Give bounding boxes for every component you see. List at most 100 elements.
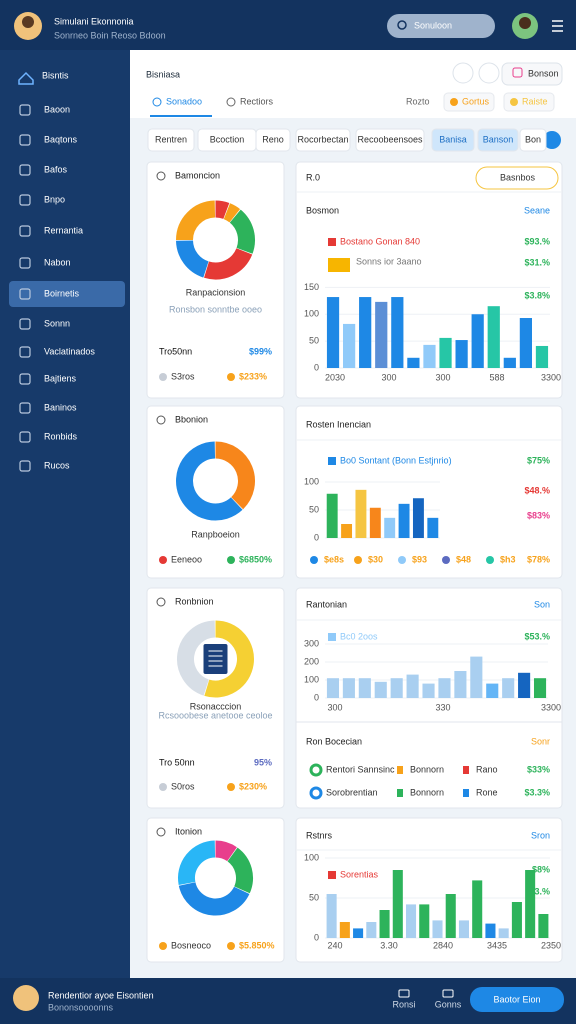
tool-item[interactable]: Rozto [406, 96, 430, 106]
search-box[interactable] [387, 14, 495, 38]
search-text[interactable]: Sonuloon [414, 20, 452, 30]
y-tick-label: 50 [309, 892, 319, 902]
side-value: $83% [527, 510, 550, 520]
chip-text[interactable]: Reno [262, 134, 284, 144]
x-tick-label: 3300 [541, 372, 561, 382]
nav-item[interactable]: Sonnn [44, 318, 70, 328]
chip-text[interactable]: Banisa [439, 134, 467, 144]
footer-action[interactable]: Ronsi [392, 999, 415, 1009]
chart-link[interactable]: Sron [531, 830, 550, 840]
footer-button[interactable] [470, 987, 564, 1012]
main-header [130, 50, 576, 118]
bar [366, 922, 377, 938]
donut-segment [223, 203, 241, 223]
legend-item: Sonns ior 3aano [356, 256, 422, 266]
nav-icon [19, 134, 31, 146]
bar [369, 507, 381, 538]
tab[interactable]: Rectiors [240, 96, 274, 106]
side-value: $93.% [524, 236, 550, 246]
app-title: Simulani Ekonnonia [54, 16, 134, 26]
bar [458, 920, 469, 938]
chip-text[interactable]: Bcoction [210, 134, 245, 144]
bar [533, 678, 547, 698]
bar [343, 323, 356, 368]
nav-item[interactable]: Baqtons [44, 134, 78, 144]
card-icon [156, 415, 166, 425]
nav-item[interactable]: Vaclatinados [44, 346, 95, 356]
section-link[interactable]: Sonr [531, 736, 550, 746]
row-percent: $3.3% [524, 787, 550, 797]
nav-item[interactable]: Baninos [44, 402, 77, 412]
nav-item[interactable]: Nabon [44, 257, 71, 267]
nav-icon [19, 194, 31, 206]
add-button[interactable] [543, 131, 561, 149]
bar [472, 880, 483, 938]
nav-icon [19, 318, 31, 330]
dropdown-text[interactable]: Basnbos [500, 172, 536, 182]
row-dot [309, 763, 323, 777]
bar [423, 344, 436, 368]
nav-item[interactable]: Ronbids [44, 431, 78, 441]
icon-button[interactable] [478, 62, 500, 84]
bar [503, 357, 516, 368]
header-button-text[interactable]: Bonson [528, 68, 559, 78]
card [146, 817, 285, 963]
filter-chip[interactable] [431, 128, 475, 152]
filter-chip[interactable] [255, 128, 291, 152]
donut-note: Rcsooobese anetooe ceoloe [158, 710, 272, 720]
bar [326, 894, 337, 938]
chip-text[interactable]: Recoobeensoes [357, 134, 423, 144]
footer-title: Rendentior ayoe Eisontien [48, 990, 154, 1000]
y-tick-label: 0 [314, 692, 319, 702]
bar [390, 678, 403, 698]
menu-icon[interactable] [552, 20, 563, 32]
bottom-value: $30 [368, 554, 383, 564]
chip-text[interactable]: Bon [525, 134, 541, 144]
nav-item[interactable]: Rernantia [44, 225, 83, 235]
tool-item[interactable]: Raiste [522, 96, 548, 106]
bar [358, 678, 371, 698]
bar [341, 524, 353, 538]
footer-action[interactable]: Gonns [435, 999, 462, 1009]
bar [406, 674, 419, 698]
row-percent: $33% [527, 764, 550, 774]
dropdown[interactable] [475, 166, 559, 190]
nav-item[interactable]: Rucos [44, 460, 70, 470]
donut-segment [229, 209, 255, 254]
button-icon [512, 67, 523, 78]
bottom-icon [310, 556, 318, 564]
nav-item[interactable]: Bajtiens [44, 373, 77, 383]
chart-title: Rantonian [306, 599, 347, 609]
side-value: $3.% [529, 886, 550, 896]
card-icon [156, 171, 166, 181]
chip-text[interactable]: Banson [483, 134, 514, 144]
stat-dot [159, 783, 167, 791]
filter-chip[interactable] [355, 128, 425, 152]
nav-icon [19, 164, 31, 176]
filter-chip[interactable] [295, 128, 351, 152]
footer-button-text[interactable]: Baotor Eion [493, 994, 540, 1004]
filter-chip[interactable] [147, 128, 195, 152]
chip-text[interactable]: Rocorbectan [297, 134, 348, 144]
nav-item[interactable]: Boirnetis [44, 288, 80, 298]
nav-icon [19, 225, 31, 237]
chip-text[interactable]: Rentren [155, 134, 187, 144]
filter-chip[interactable] [477, 128, 519, 152]
nav-item[interactable]: Baoon [44, 104, 70, 114]
filter-chip[interactable] [519, 128, 547, 152]
bar [485, 923, 496, 938]
bar [326, 493, 338, 538]
bar [498, 928, 509, 938]
chart-link[interactable]: Seane [524, 205, 550, 215]
chart-link[interactable]: Son [534, 599, 550, 609]
nav-item[interactable]: Bafos [44, 164, 68, 174]
donut-segment [176, 441, 243, 521]
bar [454, 671, 467, 698]
tab[interactable]: Sonadoo [166, 96, 202, 106]
y-tick-label: 200 [304, 656, 319, 666]
tool-item[interactable]: Gortus [462, 96, 490, 106]
icon-button[interactable] [452, 62, 474, 84]
chart-title: Rstnrs [306, 830, 333, 840]
bottom-icon [398, 556, 406, 564]
nav-item[interactable]: Bnpo [44, 194, 65, 204]
